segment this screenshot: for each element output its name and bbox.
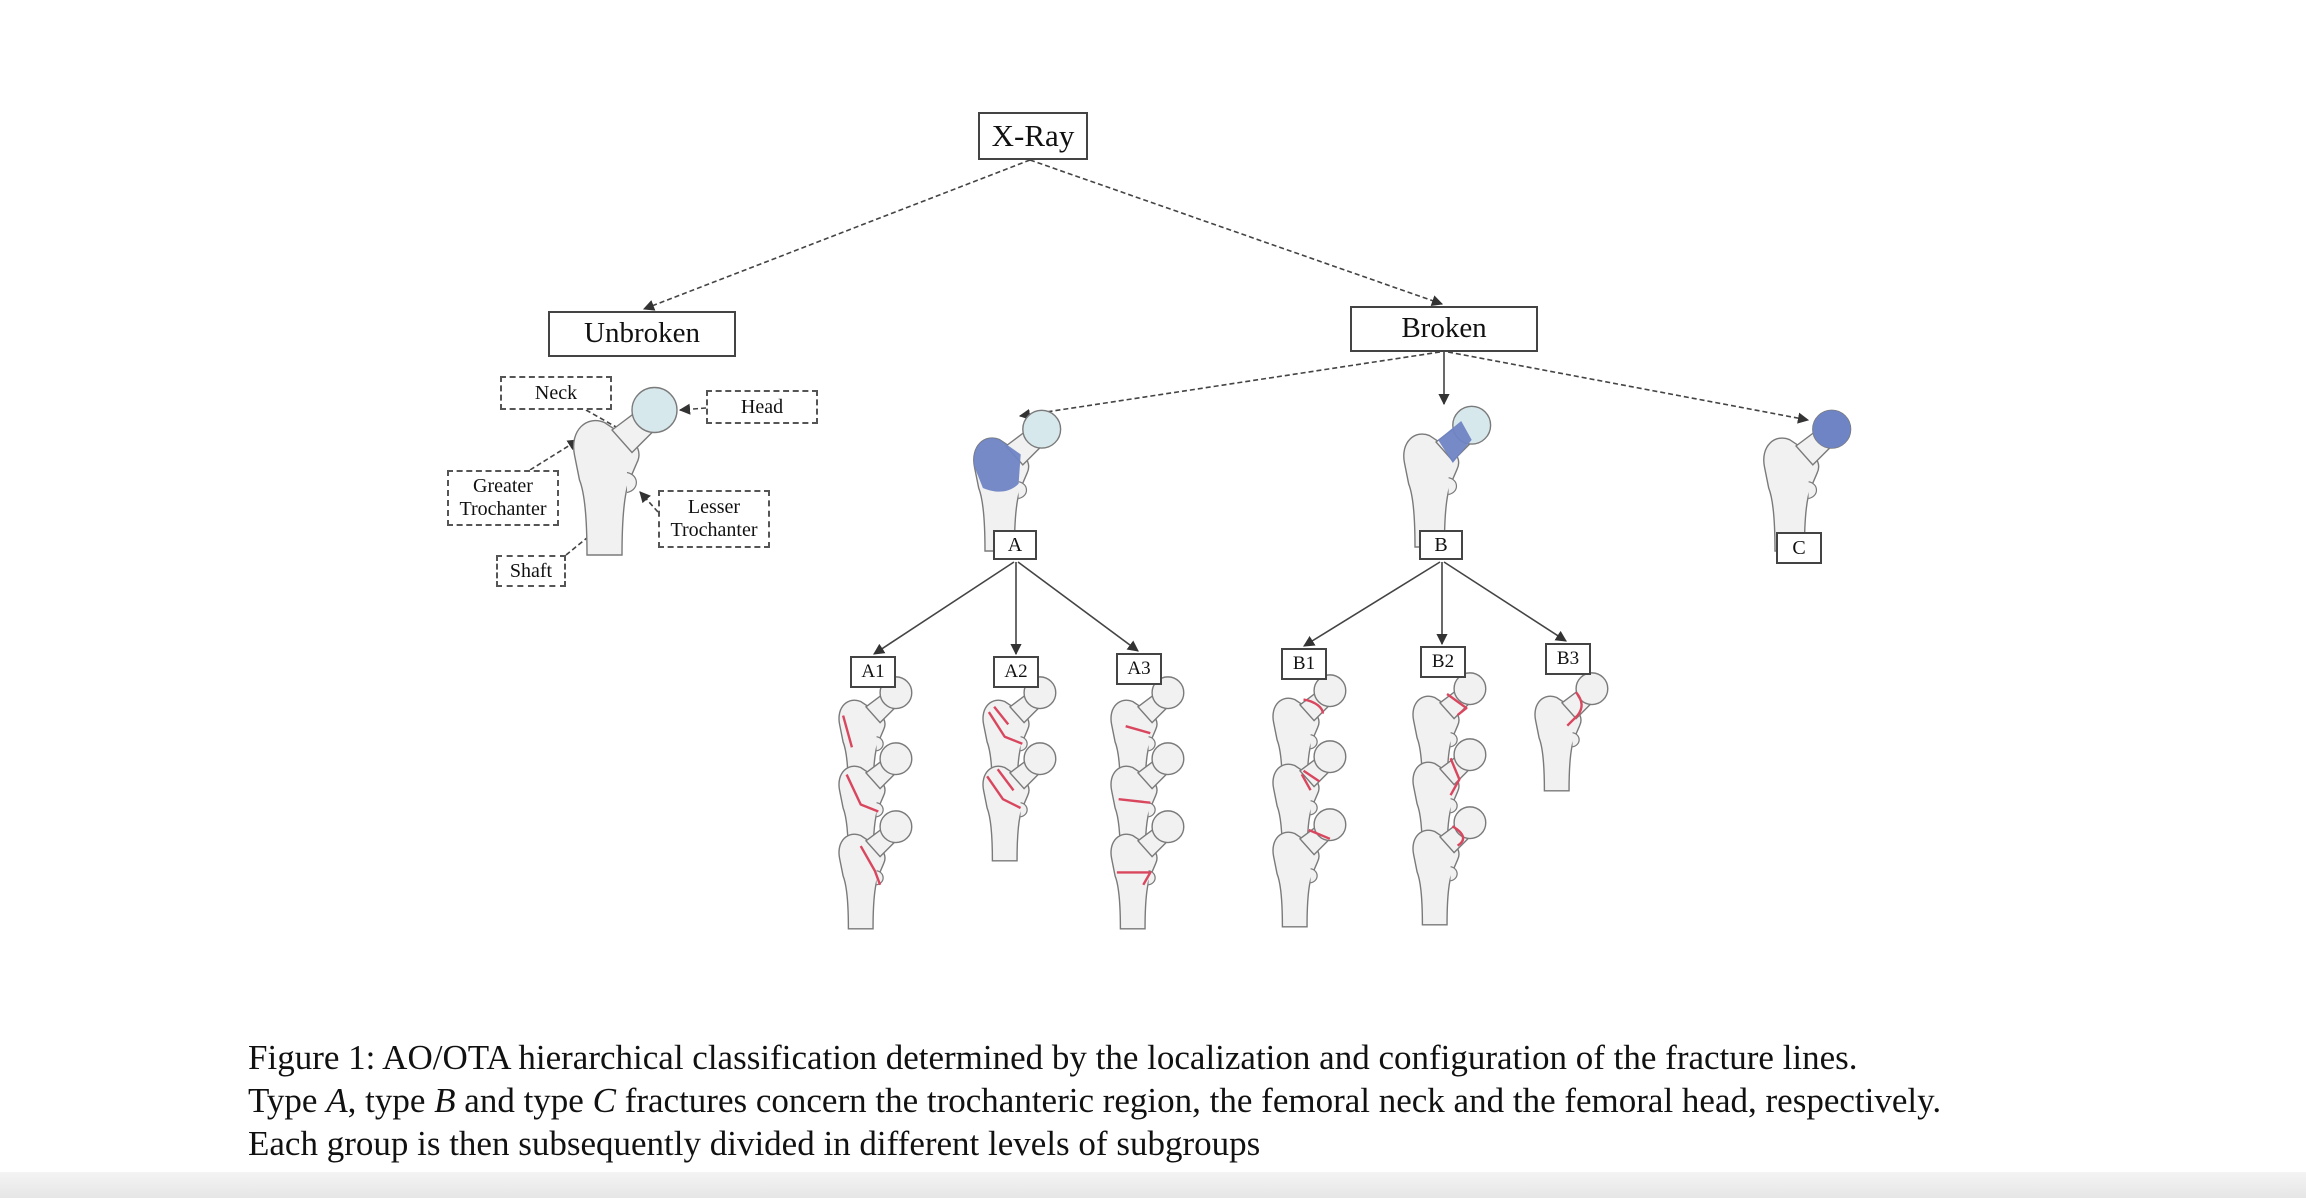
edge-broken-c xyxy=(1447,351,1810,424)
subgroup-b2-femur-3-icon xyxy=(1412,806,1487,926)
greater-trochanter-label: Greater Trochanter xyxy=(447,470,559,526)
pointer-greater-trochanter xyxy=(529,439,579,471)
caption-type-b: B xyxy=(434,1081,456,1120)
subgroup-b1-node: B1 xyxy=(1281,648,1327,680)
subgroup-a3-femur-3-icon xyxy=(1110,810,1185,930)
type-a-femur-icon xyxy=(973,409,1062,552)
subgroup-a1-femur-3-icon xyxy=(838,810,913,930)
edge-a-a3 xyxy=(1017,561,1139,652)
edge-xray-unbroken xyxy=(642,159,1031,311)
classification-diagram xyxy=(529,159,1852,930)
type-a-node: A xyxy=(993,530,1037,560)
type-b-femur-icon xyxy=(1403,405,1492,548)
unbroken-node: Unbroken xyxy=(548,311,736,357)
edge-b-b1 xyxy=(1303,561,1441,647)
subgroup-b1-femur-1-icon xyxy=(1272,674,1347,794)
subgroup-a3-node: A3 xyxy=(1116,653,1162,685)
subgroup-a2-femur-2-icon xyxy=(982,742,1057,862)
figure-caption: Figure 1: AO/OTA hierarchical classifica… xyxy=(248,1036,2128,1165)
caption-text: , type xyxy=(347,1081,435,1120)
broken-node: Broken xyxy=(1350,306,1538,352)
caption-type-a: A xyxy=(326,1081,348,1120)
shaft-label: Shaft xyxy=(496,555,566,587)
caption-text: and type xyxy=(455,1081,593,1120)
xray-node: X-Ray xyxy=(978,112,1088,160)
edge-xray-broken xyxy=(1029,159,1444,306)
caption-type-c: C xyxy=(592,1081,616,1120)
caption-line-1: Figure 1: AO/OTA hierarchical classifica… xyxy=(248,1038,1858,1077)
head-label: Head xyxy=(706,390,818,424)
subgroup-b3-femur-1-icon xyxy=(1534,672,1609,792)
subgroup-b2-node: B2 xyxy=(1420,646,1466,678)
caption-text: Type xyxy=(248,1081,327,1120)
subgroup-b3-node: B3 xyxy=(1545,643,1591,675)
edge-a-a1 xyxy=(873,561,1015,655)
caption-text: fractures concern the trochanteric regio… xyxy=(615,1081,1942,1120)
subgroup-a1-node: A1 xyxy=(850,656,896,688)
pointer-lesser-trochanter xyxy=(639,491,659,513)
subgroup-a2-node: A2 xyxy=(993,656,1039,688)
type-c-femur-icon xyxy=(1763,409,1852,552)
caption-line-3: Each group is then subsequently divided … xyxy=(248,1124,1261,1163)
pointer-head xyxy=(678,403,707,415)
caption-line-2: Type A, type B and type C fractures conc… xyxy=(248,1079,2128,1122)
type-b-node: B xyxy=(1419,530,1463,560)
femur-illustrations xyxy=(572,386,1852,930)
subgroup-b1-femur-3-icon xyxy=(1272,808,1347,928)
edge-b-b3 xyxy=(1443,561,1567,642)
neck-label: Neck xyxy=(500,376,612,410)
lesser-trochanter-label: Lesser Trochanter xyxy=(658,490,770,548)
bottom-shadow-strip xyxy=(0,1172,2306,1198)
tree-edges xyxy=(529,159,1810,656)
type-c-node: C xyxy=(1776,532,1822,564)
edge-broken-a xyxy=(1018,351,1441,421)
unbroken-femur-icon xyxy=(572,386,678,556)
